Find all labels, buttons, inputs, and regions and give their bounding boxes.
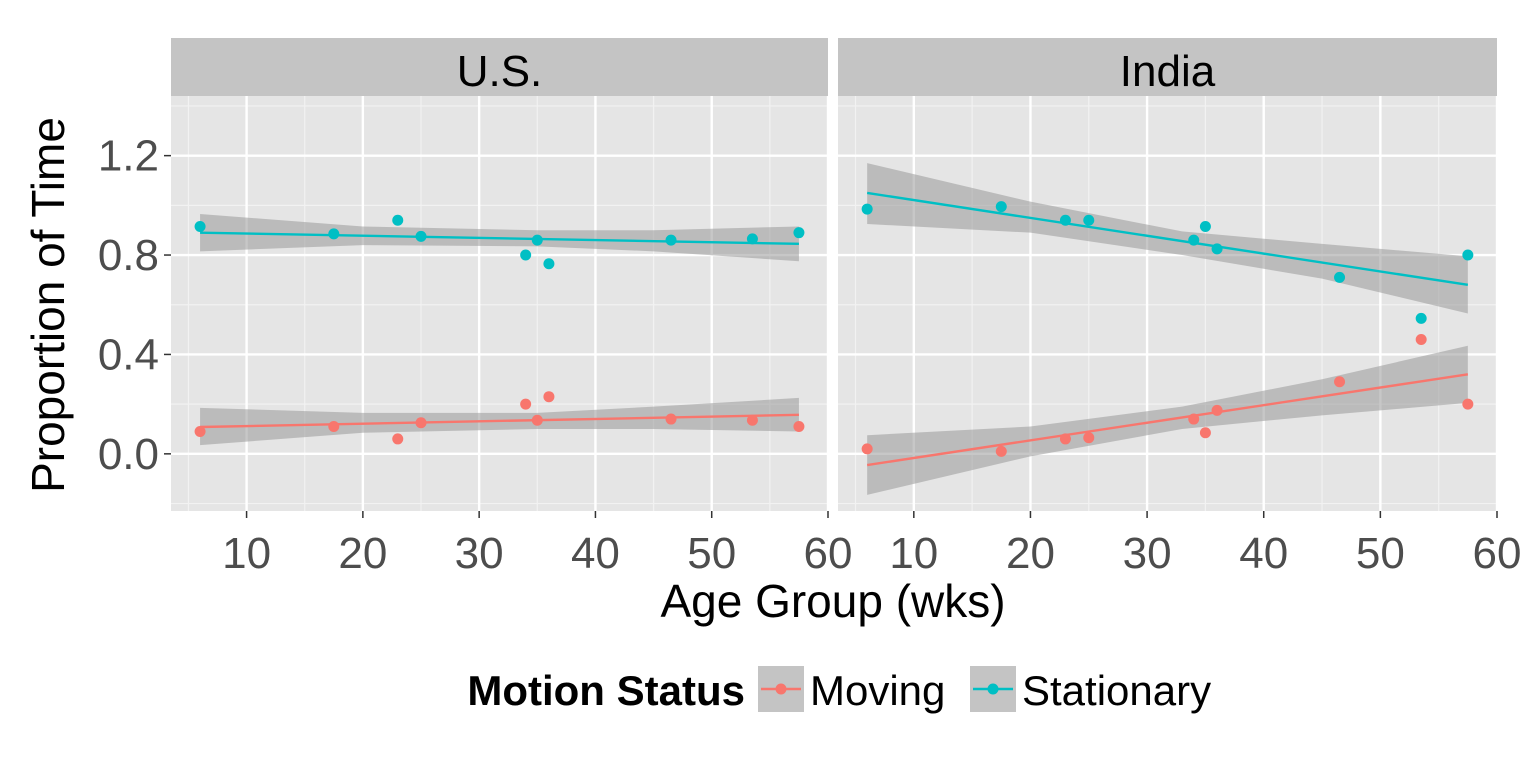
y-tick-label: 0.0 xyxy=(98,430,159,479)
data-point-moving xyxy=(1462,398,1474,410)
y-tick-label: 0.8 xyxy=(98,231,159,280)
data-point-moving xyxy=(415,417,427,429)
legend-title: Motion Status xyxy=(467,667,745,714)
x-tick-label: 30 xyxy=(1123,529,1172,578)
data-point-stationary xyxy=(1083,214,1095,226)
data-point-moving xyxy=(1415,334,1427,346)
x-tick-label: 10 xyxy=(889,529,938,578)
x-tick-label: 40 xyxy=(1239,529,1288,578)
data-point-moving xyxy=(392,433,404,445)
data-point-stationary xyxy=(531,234,543,246)
x-tick-label: 40 xyxy=(571,529,620,578)
data-point-moving xyxy=(861,443,873,455)
legend-label-stationary: Stationary xyxy=(1022,667,1211,714)
x-tick-label: 50 xyxy=(687,529,736,578)
y-tick-label: 0.4 xyxy=(98,330,159,379)
data-point-moving xyxy=(1188,413,1200,425)
data-point-stationary xyxy=(1211,243,1223,255)
data-point-stationary xyxy=(392,214,404,226)
legend-label-moving: Moving xyxy=(810,667,945,714)
data-point-stationary xyxy=(1199,220,1211,232)
x-tick-label: 30 xyxy=(455,529,504,578)
data-point-moving xyxy=(531,414,543,426)
data-point-stationary xyxy=(520,249,532,261)
data-point-moving xyxy=(793,421,805,433)
legend-items: Moving Stationary xyxy=(758,666,1211,714)
data-point-stationary xyxy=(1059,214,1071,226)
legend: Motion Status Moving Stationary xyxy=(467,666,1211,714)
panel-strip-india xyxy=(838,38,1497,96)
data-point-moving xyxy=(746,414,758,426)
data-point-stationary xyxy=(1415,312,1427,324)
x-tick-label: 60 xyxy=(804,529,853,578)
trend-line-stationary xyxy=(200,231,799,246)
data-point-stationary xyxy=(1462,249,1474,261)
data-point-stationary xyxy=(861,203,873,215)
x-tick-label: 10 xyxy=(222,529,271,578)
panel-strip-u-s xyxy=(171,38,828,96)
data-point-stationary xyxy=(194,220,206,232)
data-point-moving xyxy=(1059,433,1071,445)
data-point-moving xyxy=(1334,376,1346,388)
data-point-moving xyxy=(520,398,532,410)
y-axis-title: Proportion of Time xyxy=(22,117,74,493)
data-point-moving xyxy=(1083,432,1095,444)
data-point-stationary xyxy=(793,227,805,239)
data-point-stationary xyxy=(995,201,1007,213)
legend-point-moving xyxy=(775,683,787,695)
panel-india: India 10 20 30 40 50 60 xyxy=(838,38,1521,578)
trend-line-moving xyxy=(200,413,799,429)
panel-title-u-s: U.S. xyxy=(457,47,543,96)
legend-item-stationary: Stationary xyxy=(970,666,1211,714)
data-point-stationary xyxy=(543,258,555,270)
x-tick-label: 50 xyxy=(1356,529,1405,578)
data-point-stationary xyxy=(665,234,677,246)
x-axis-title: Age Group (wks) xyxy=(660,575,1005,627)
x-tick-label: 60 xyxy=(1473,529,1522,578)
legend-point-stationary xyxy=(987,683,999,695)
data-point-stationary xyxy=(415,230,427,242)
chart-panels: U.S. 10 20 30 40 50 60 0.0 0.4 0.8 1.2 India 10 20 30 4… xyxy=(98,38,1521,578)
panel-background-u-s xyxy=(171,96,828,511)
x-tick-label: 20 xyxy=(338,529,387,578)
data-point-stationary xyxy=(1334,271,1346,283)
data-point-moving xyxy=(543,391,555,403)
panel-u-s: U.S. 10 20 30 40 50 60 0.0 0.4 0.8 1.2 xyxy=(98,38,853,578)
trend-line-stationary xyxy=(866,191,1469,287)
y-tick-label: 1.2 xyxy=(98,132,159,181)
panel-title-india: India xyxy=(1120,47,1216,96)
data-point-moving xyxy=(1199,427,1211,439)
trend-line-moving xyxy=(866,373,1469,467)
data-point-moving xyxy=(1211,404,1223,416)
data-point-moving xyxy=(665,413,677,425)
legend-item-moving: Moving xyxy=(758,666,945,714)
data-point-stationary xyxy=(746,233,758,245)
x-tick-label: 20 xyxy=(1006,529,1055,578)
data-point-moving xyxy=(194,425,206,437)
data-point-moving xyxy=(328,421,340,433)
data-point-stationary xyxy=(1188,234,1200,246)
data-point-stationary xyxy=(328,228,340,240)
data-point-moving xyxy=(995,445,1007,457)
